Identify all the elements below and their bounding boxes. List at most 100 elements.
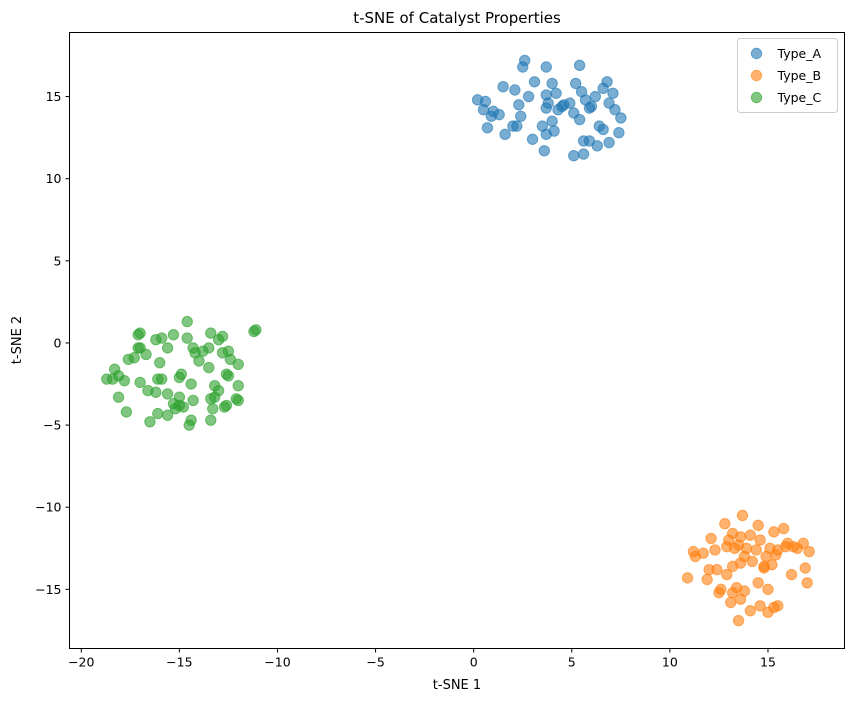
point-Type_B-40: [681, 572, 694, 584]
point-Type_B-56: [772, 600, 784, 612]
x-tick-label: 5: [568, 655, 576, 670]
legend: Type_A Type_B Type_C: [737, 38, 838, 113]
point-Type_A-51: [603, 136, 615, 149]
point-Type_A-4: [528, 76, 541, 88]
point-Type_A-31: [583, 102, 596, 114]
point-Type_C-20: [197, 345, 209, 357]
point-Type_A-50: [591, 140, 603, 152]
point-Type_C-24: [154, 356, 166, 369]
point-Type_C-58: [120, 406, 133, 418]
point-Type_B-58: [758, 560, 770, 573]
legend-item-Type_A: Type_A: [750, 46, 822, 61]
point-Type_B-41: [701, 573, 713, 586]
series-Type_C: [101, 315, 262, 431]
x-tick-label: −5: [366, 655, 384, 670]
point-Type_A-45: [499, 128, 511, 141]
y-tick-label: 10: [46, 171, 62, 186]
point-Type_A-52: [613, 127, 625, 139]
point-Type_A-13: [607, 87, 619, 99]
point-Type_C-36: [175, 368, 188, 380]
point-Type_A-37: [573, 113, 586, 126]
y-tick-label: 15: [46, 89, 62, 104]
point-Type_A-47: [540, 128, 552, 141]
point-Type_C-25: [203, 361, 215, 374]
point-Type_C-50: [187, 394, 199, 407]
point-Type_B-3: [777, 522, 790, 535]
point-Type_A-19: [589, 90, 602, 103]
series-Type_B: [681, 509, 815, 627]
point-Type_C-2: [132, 329, 144, 341]
point-Type_B-29: [791, 542, 804, 554]
chart-title: t-SNE of Catalyst Properties: [353, 9, 561, 27]
point-Type_A-38: [615, 112, 627, 124]
point-Type_C-11: [212, 333, 225, 346]
point-Type_B-1: [719, 517, 731, 530]
point-Type_C-59: [152, 407, 164, 420]
point-Type_B-32: [711, 563, 723, 576]
point-Type_C-27: [193, 355, 205, 367]
point-Type_B-39: [799, 562, 811, 574]
point-Type_A-16: [522, 90, 535, 103]
point-Type_C-39: [106, 373, 119, 385]
point-Type_A-20: [513, 99, 525, 111]
point-Type_A-34: [493, 108, 505, 121]
y-tick-label: −5: [43, 418, 61, 433]
legend-item-Type_C: Type_C: [750, 90, 822, 105]
point-Type_A-5: [570, 77, 582, 90]
point-Type_B-6: [744, 529, 757, 541]
point-Type_A-39: [481, 122, 494, 134]
point-Type_A-17: [546, 77, 558, 90]
point-Type_C-3: [167, 329, 180, 341]
point-Type_C-4: [205, 327, 217, 339]
y-tick-label: −15: [35, 582, 61, 597]
x-tick-label: −10: [264, 655, 290, 670]
point-Type_A-7: [497, 81, 509, 93]
point-Type_C-52: [208, 391, 221, 403]
x-tick-label: −20: [68, 655, 94, 670]
legend-label: Type_C: [777, 90, 822, 105]
legend-label: Type_A: [777, 46, 822, 61]
point-Type_B-27: [770, 549, 782, 561]
point-Type_C-48: [232, 379, 244, 392]
point-Type_B-19: [803, 545, 815, 558]
y-tick-label: −10: [35, 500, 61, 515]
point-Type_C-45: [185, 378, 197, 390]
point-Type_B-48: [762, 583, 774, 596]
point-Type_B-57: [732, 614, 745, 627]
point-Type_C-63: [220, 399, 233, 412]
y-axis-ticks: −15 −10 −5 0 5 10 15: [35, 89, 70, 597]
point-Type_B-0: [736, 509, 749, 522]
y-axis-label: t-SNE 2: [10, 316, 25, 364]
point-Type_C-40: [134, 376, 146, 389]
y-tick-label: 5: [54, 253, 62, 268]
point-Type_A-53: [538, 145, 551, 157]
point-Type_A-1: [517, 61, 529, 73]
point-Type_B-43: [713, 586, 725, 599]
point-Type_A-2: [540, 61, 552, 73]
point-Type_C-38: [222, 370, 235, 382]
point-Type_B-59: [721, 568, 733, 581]
point-Type_C-0: [181, 315, 193, 328]
point-Type_B-2: [752, 519, 764, 531]
point-Type_B-52: [744, 605, 757, 617]
point-Type_C-28: [232, 358, 244, 371]
point-Type_C-42: [150, 386, 162, 398]
legend-marker: [750, 47, 763, 60]
point-Type_A-3: [573, 59, 586, 72]
x-tick-label: 0: [470, 655, 478, 670]
point-Type_B-30: [689, 550, 702, 563]
point-Type_C-43: [161, 388, 174, 400]
point-Type_A-32: [609, 104, 621, 116]
point-Type_C-32: [118, 375, 131, 387]
point-Type_B-35: [746, 555, 758, 568]
point-Type_B-8: [768, 526, 780, 538]
point-Type_B-38: [785, 568, 798, 581]
x-tick-label: 15: [760, 655, 776, 670]
point-Type_B-14: [750, 544, 762, 556]
point-Type_C-67: [183, 419, 195, 431]
point-Type_C-9: [150, 333, 162, 346]
point-Type_A-28: [540, 102, 552, 114]
x-tick-label: 10: [662, 655, 678, 670]
point-Type_C-61: [207, 402, 219, 415]
